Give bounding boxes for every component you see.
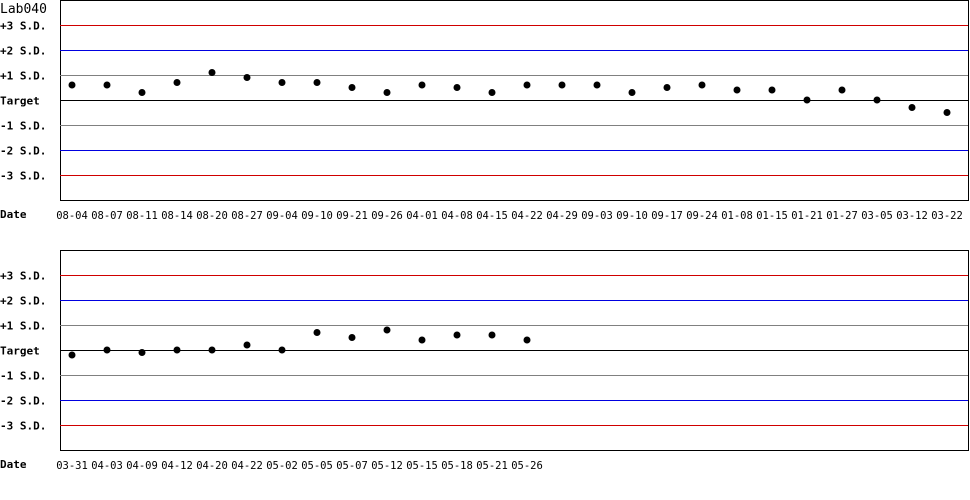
data-point <box>908 104 916 111</box>
y-tick-label: -3 S.D. <box>0 170 46 183</box>
y-tick-label: -2 S.D. <box>0 395 46 408</box>
y-tick-label: +3 S.D. <box>0 270 46 283</box>
x-tick-label: 04-29 <box>546 210 578 222</box>
x-tick-label: 03-22 <box>931 210 963 222</box>
x-tick-label: 04-15 <box>476 210 508 222</box>
x-tick-label: 03-31 <box>56 460 88 472</box>
data-point <box>278 346 286 354</box>
y-tick-label: +2 S.D. <box>0 295 46 308</box>
x-tick-label: 03-12 <box>896 210 928 222</box>
data-point <box>208 346 216 354</box>
x-tick-label: 09-10 <box>616 210 648 222</box>
data-point <box>733 86 741 94</box>
x-tick-label: 08-11 <box>126 210 158 222</box>
x-axis-label: Date <box>0 208 27 221</box>
data-point <box>523 81 531 89</box>
y-tick-label: Target <box>0 345 40 358</box>
x-tick-label: 09-24 <box>686 210 718 222</box>
x-tick-label: 09-04 <box>266 210 298 222</box>
data-point <box>243 341 251 349</box>
x-tick-label: 05-07 <box>336 460 368 472</box>
data-point <box>68 351 76 359</box>
data-point <box>103 81 111 89</box>
x-tick-label: 09-03 <box>581 210 613 222</box>
data-point <box>173 79 181 86</box>
data-point <box>453 84 461 91</box>
x-tick-label: 08-04 <box>56 210 88 222</box>
data-point <box>558 81 566 89</box>
x-tick-label: 08-07 <box>91 210 123 222</box>
y-tick-label: +1 S.D. <box>0 320 46 333</box>
x-tick-label: 05-15 <box>406 460 438 472</box>
x-tick-label: 01-08 <box>721 210 753 222</box>
x-tick-label: 09-10 <box>301 210 333 222</box>
data-point <box>803 96 811 104</box>
data-point <box>383 89 391 96</box>
data-point <box>453 331 461 339</box>
x-tick-label: 04-22 <box>231 460 263 472</box>
data-point <box>348 84 356 91</box>
data-point <box>348 334 356 341</box>
x-tick-label: 05-05 <box>301 460 333 472</box>
data-point <box>698 81 706 89</box>
data-point <box>243 74 251 81</box>
data-point <box>593 81 601 89</box>
y-tick-label: -1 S.D. <box>0 120 46 133</box>
data-point <box>103 346 111 354</box>
x-tick-label: 04-03 <box>91 460 123 472</box>
data-point <box>768 86 776 94</box>
x-tick-label: 09-26 <box>371 210 403 222</box>
x-tick-label: 05-12 <box>371 460 403 472</box>
data-point <box>873 96 881 104</box>
data-point <box>418 81 426 89</box>
data-point <box>418 336 426 344</box>
x-tick-label: 09-17 <box>651 210 683 222</box>
x-tick-label: 04-09 <box>126 460 158 472</box>
x-tick-label: 01-27 <box>826 210 858 222</box>
x-tick-label: 04-08 <box>441 210 473 222</box>
y-tick-label: +2 S.D. <box>0 45 46 58</box>
chart-title: Lab040 <box>0 2 47 17</box>
x-tick-label: 05-02 <box>266 460 298 472</box>
data-point <box>138 89 146 96</box>
y-tick-label: +3 S.D. <box>0 20 46 33</box>
data-point <box>488 89 496 96</box>
data-point <box>313 79 321 86</box>
data-point <box>208 69 216 76</box>
x-tick-label: 04-22 <box>511 210 543 222</box>
y-tick-label: +1 S.D. <box>0 70 46 83</box>
x-tick-label: 01-21 <box>791 210 823 222</box>
x-tick-label: 05-18 <box>441 460 473 472</box>
x-tick-label: 08-14 <box>161 210 193 222</box>
x-tick-label: 08-20 <box>196 210 228 222</box>
y-tick-label: -3 S.D. <box>0 420 46 433</box>
data-point <box>173 346 181 354</box>
x-tick-label: 04-01 <box>406 210 438 222</box>
x-tick-label: 08-27 <box>231 210 263 222</box>
data-point <box>838 86 846 94</box>
data-point <box>663 84 671 91</box>
data-point <box>278 79 286 86</box>
x-tick-label: 05-21 <box>476 460 508 472</box>
x-tick-label: 05-26 <box>511 460 543 472</box>
data-point <box>523 336 531 344</box>
data-point <box>943 109 951 116</box>
y-tick-label: -1 S.D. <box>0 370 46 383</box>
x-tick-label: 04-12 <box>161 460 193 472</box>
y-tick-label: Target <box>0 95 40 108</box>
data-point <box>383 326 391 334</box>
x-axis-label: Date <box>0 458 27 471</box>
y-tick-label: -2 S.D. <box>0 145 46 158</box>
data-point <box>488 331 496 339</box>
data-point <box>138 349 146 356</box>
data-point <box>313 329 321 336</box>
x-tick-label: 04-20 <box>196 460 228 472</box>
x-tick-label: 03-05 <box>861 210 893 222</box>
x-tick-label: 01-15 <box>756 210 788 222</box>
data-point <box>68 81 76 89</box>
x-tick-label: 09-21 <box>336 210 368 222</box>
data-point <box>628 89 636 96</box>
